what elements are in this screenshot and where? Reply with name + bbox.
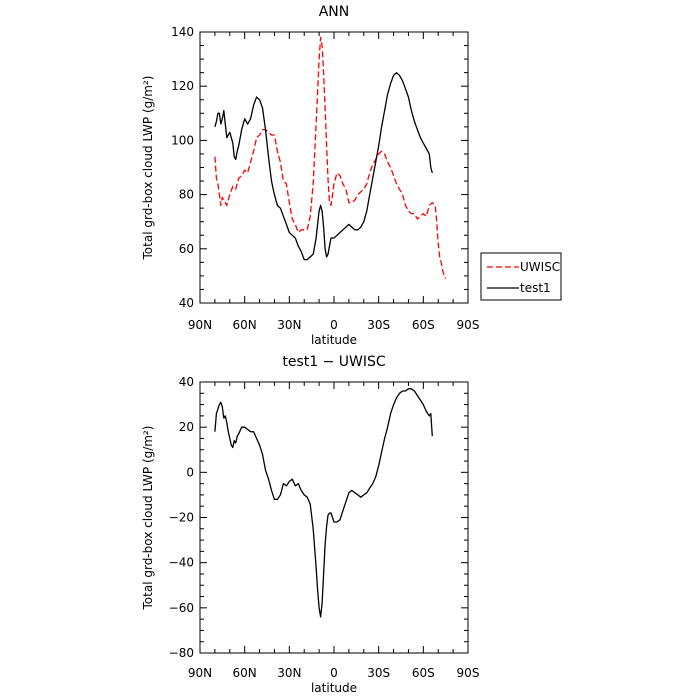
x-tick-label: 90S [457,666,480,680]
series-line-uwisc [214,36,447,279]
y-tick-label: −40 [169,556,194,570]
y-tick-label: 140 [171,25,194,39]
x-axis-label: latitude [311,681,357,695]
x-tick-label: 60N [233,666,257,680]
x-tick-label: 60S [412,318,435,332]
x-tick-label: 90S [457,318,480,332]
x-tick-label: 30S [367,318,390,332]
y-tick-label: 40 [179,375,194,389]
y-axis-label: Total grd-box cloud LWP (g/m²) [141,76,155,261]
plot-frame [199,381,469,654]
series-line-1 [214,388,433,618]
legend-label-test1: test1 [520,281,551,295]
x-tick-label: 30N [277,666,301,680]
x-tick-label: 30N [277,318,301,332]
x-tick-label: 90N [188,318,212,332]
y-tick-label: −60 [169,601,194,615]
x-tick-label: 0 [330,318,338,332]
x-axis-label: latitude [311,333,357,347]
y-tick-label: 20 [179,420,194,434]
x-tick-label: 60S [412,666,435,680]
chart-title: test1 − UWISC [282,354,386,370]
legend-box [480,252,562,301]
plot-frame [199,31,469,304]
chart-title: ANN [319,4,350,20]
y-tick-label: 80 [179,188,194,202]
y-tick-label: 100 [171,133,194,147]
y-tick-label: 60 [179,242,194,256]
x-tick-label: 90N [188,666,212,680]
series-line-test1 [214,72,433,261]
y-tick-label: −80 [169,646,194,660]
y-tick-label: 120 [171,79,194,93]
legend-label-uwisc: UWISC [520,260,560,274]
chart-panel-1: ANN 90N 60N 30N 0 30S 60S 90S 40 60 80 100 120 140 lat… [141,4,479,347]
y-tick-label: −20 [169,511,194,525]
x-tick-label: 0 [330,666,338,680]
chart-panel-2: test1 − UWISC 90N 60N 30N 0 30S 60S 90S −80 −60 −4… [141,354,479,695]
y-tick-label: 40 [179,296,194,310]
x-tick-label: 30S [367,666,390,680]
y-axis-label: Total grd-box cloud LWP (g/m²) [141,426,155,611]
legend: UWISC test1 [480,252,562,301]
x-tick-label: 60N [233,318,257,332]
y-tick-label: 0 [186,465,194,479]
